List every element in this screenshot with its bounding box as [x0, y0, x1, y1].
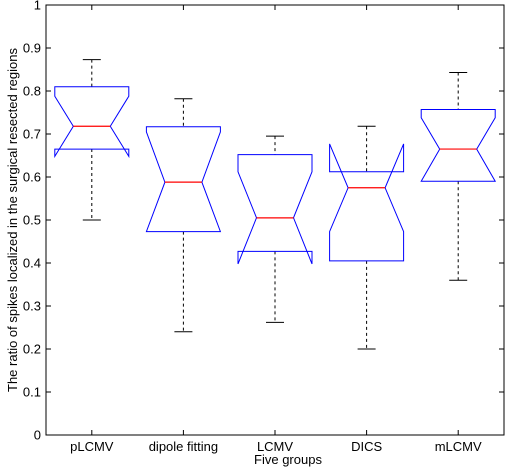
- y-tick-label: 0.6: [23, 170, 41, 185]
- box-lcmv: [237, 135, 313, 323]
- axes: 0 0.1 0.2 0.3 0.4 0.5 0.6 0.7 0.8 0.9 1 pLCMV dipole…: [23, 0, 505, 454]
- notched-box: [329, 143, 405, 262]
- x-tick-label: DICS: [351, 439, 382, 454]
- x-tick-label: mLCMV: [435, 439, 482, 454]
- notched-box: [237, 154, 313, 265]
- y-tick-label: 0.1: [23, 385, 41, 400]
- y-tick-label: 0.9: [23, 41, 41, 56]
- y-axis-title: The ratio of spikes localized in the sur…: [5, 48, 20, 392]
- y-tick-label: 0.4: [23, 256, 41, 271]
- x-axis-title: Five groups: [254, 452, 322, 467]
- y-tick-label: 0.3: [23, 299, 41, 314]
- y-tick-label: 0.5: [23, 213, 41, 228]
- box-dipole-fitting: [145, 98, 222, 333]
- notched-box: [54, 86, 130, 159]
- y-tick-label: 0.8: [23, 84, 41, 99]
- notched-box: [420, 109, 497, 182]
- box-dics: [329, 125, 405, 350]
- box-plcmv: [54, 59, 130, 221]
- x-tick-label: dipole fitting: [149, 439, 218, 454]
- y-tick-label: 1: [34, 0, 41, 13]
- y-tick-label: 0: [34, 428, 41, 443]
- box-mlcmv: [420, 72, 497, 281]
- y-tick-label: 0.7: [23, 127, 41, 142]
- box-series: [54, 59, 497, 350]
- notched-box: [145, 126, 222, 233]
- x-tick-label: LCMV: [257, 439, 293, 454]
- x-tick-label: pLCMV: [70, 439, 114, 454]
- y-tick-label: 0.2: [23, 342, 41, 357]
